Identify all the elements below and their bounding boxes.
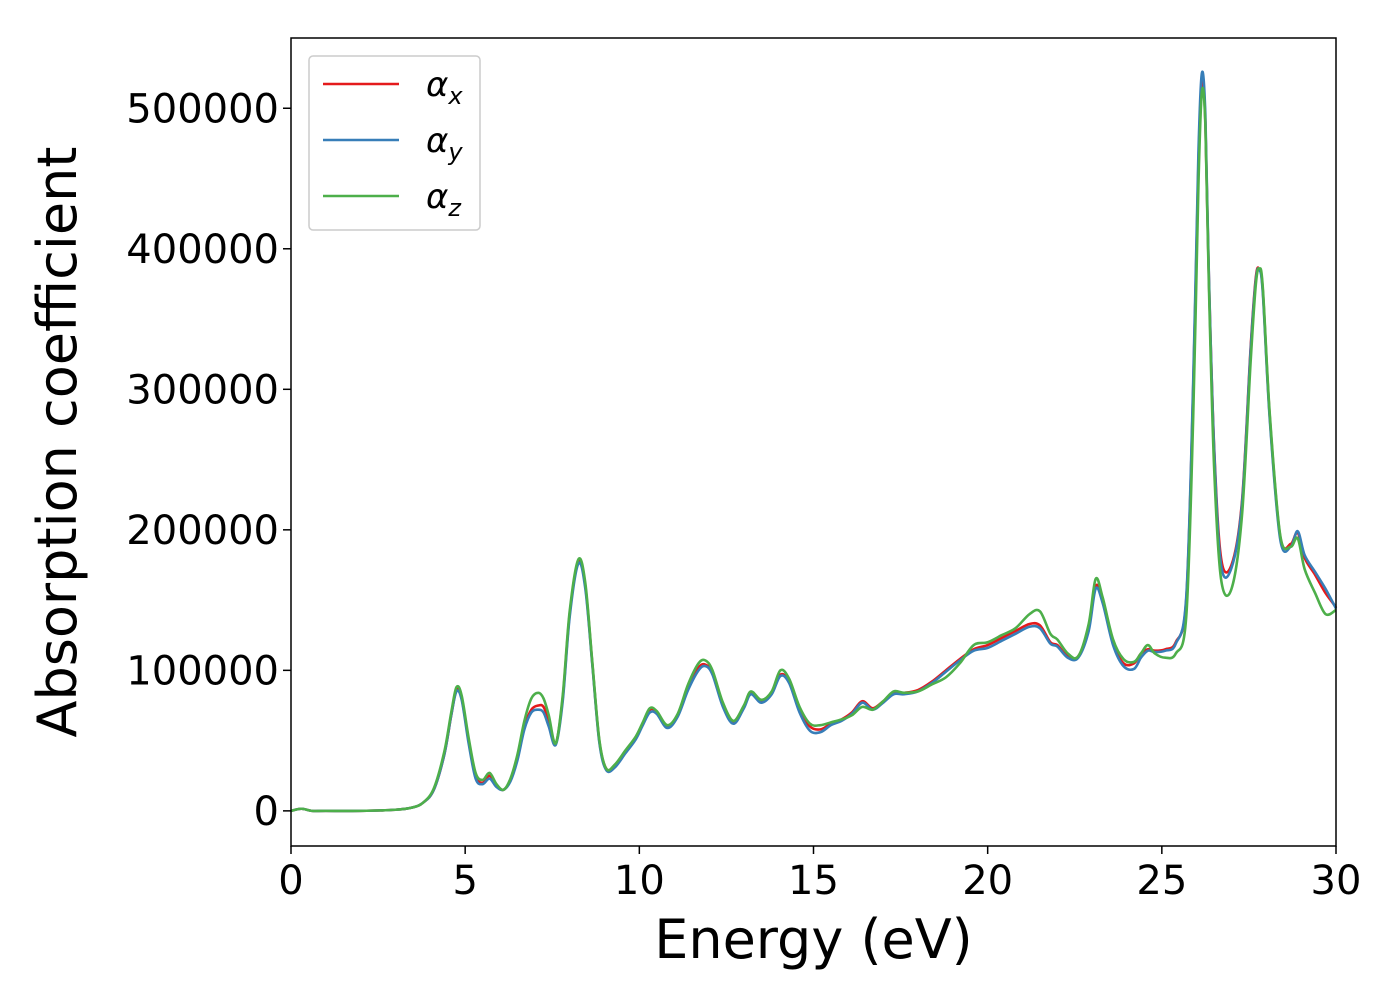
x-tick-label: 25 [1136,858,1187,904]
legend-subscript: z [447,194,462,222]
legend-subscript: x [447,82,463,110]
y-tick-label: 200000 [126,508,279,554]
x-tick-label: 30 [1311,858,1362,904]
y-tick-label: 500000 [126,86,279,132]
y-tick-label: 400000 [126,227,279,273]
x-tick-label: 0 [278,858,303,904]
x-tick-label: 20 [962,858,1013,904]
x-axis-label: Energy (eV) [654,908,973,971]
x-ticks: 0 5 10 15 20 25 30 [278,846,1361,904]
x-tick-label: 5 [452,858,477,904]
y-tick-label: 100000 [126,648,279,694]
x-tick-label: 10 [614,858,665,904]
x-tick-label: 15 [788,858,839,904]
y-tick-label: 0 [254,789,279,835]
series-layer [290,70,1338,813]
legend-box [308,55,481,231]
legend-subscript: y [447,138,463,166]
y-tick-label: 300000 [126,367,279,413]
y-ticks: 0 100000 200000 300000 400000 500000 [126,86,291,835]
y-axis-label: Absorption coefficient [26,147,89,738]
series-line-alpha-z [290,86,1337,813]
